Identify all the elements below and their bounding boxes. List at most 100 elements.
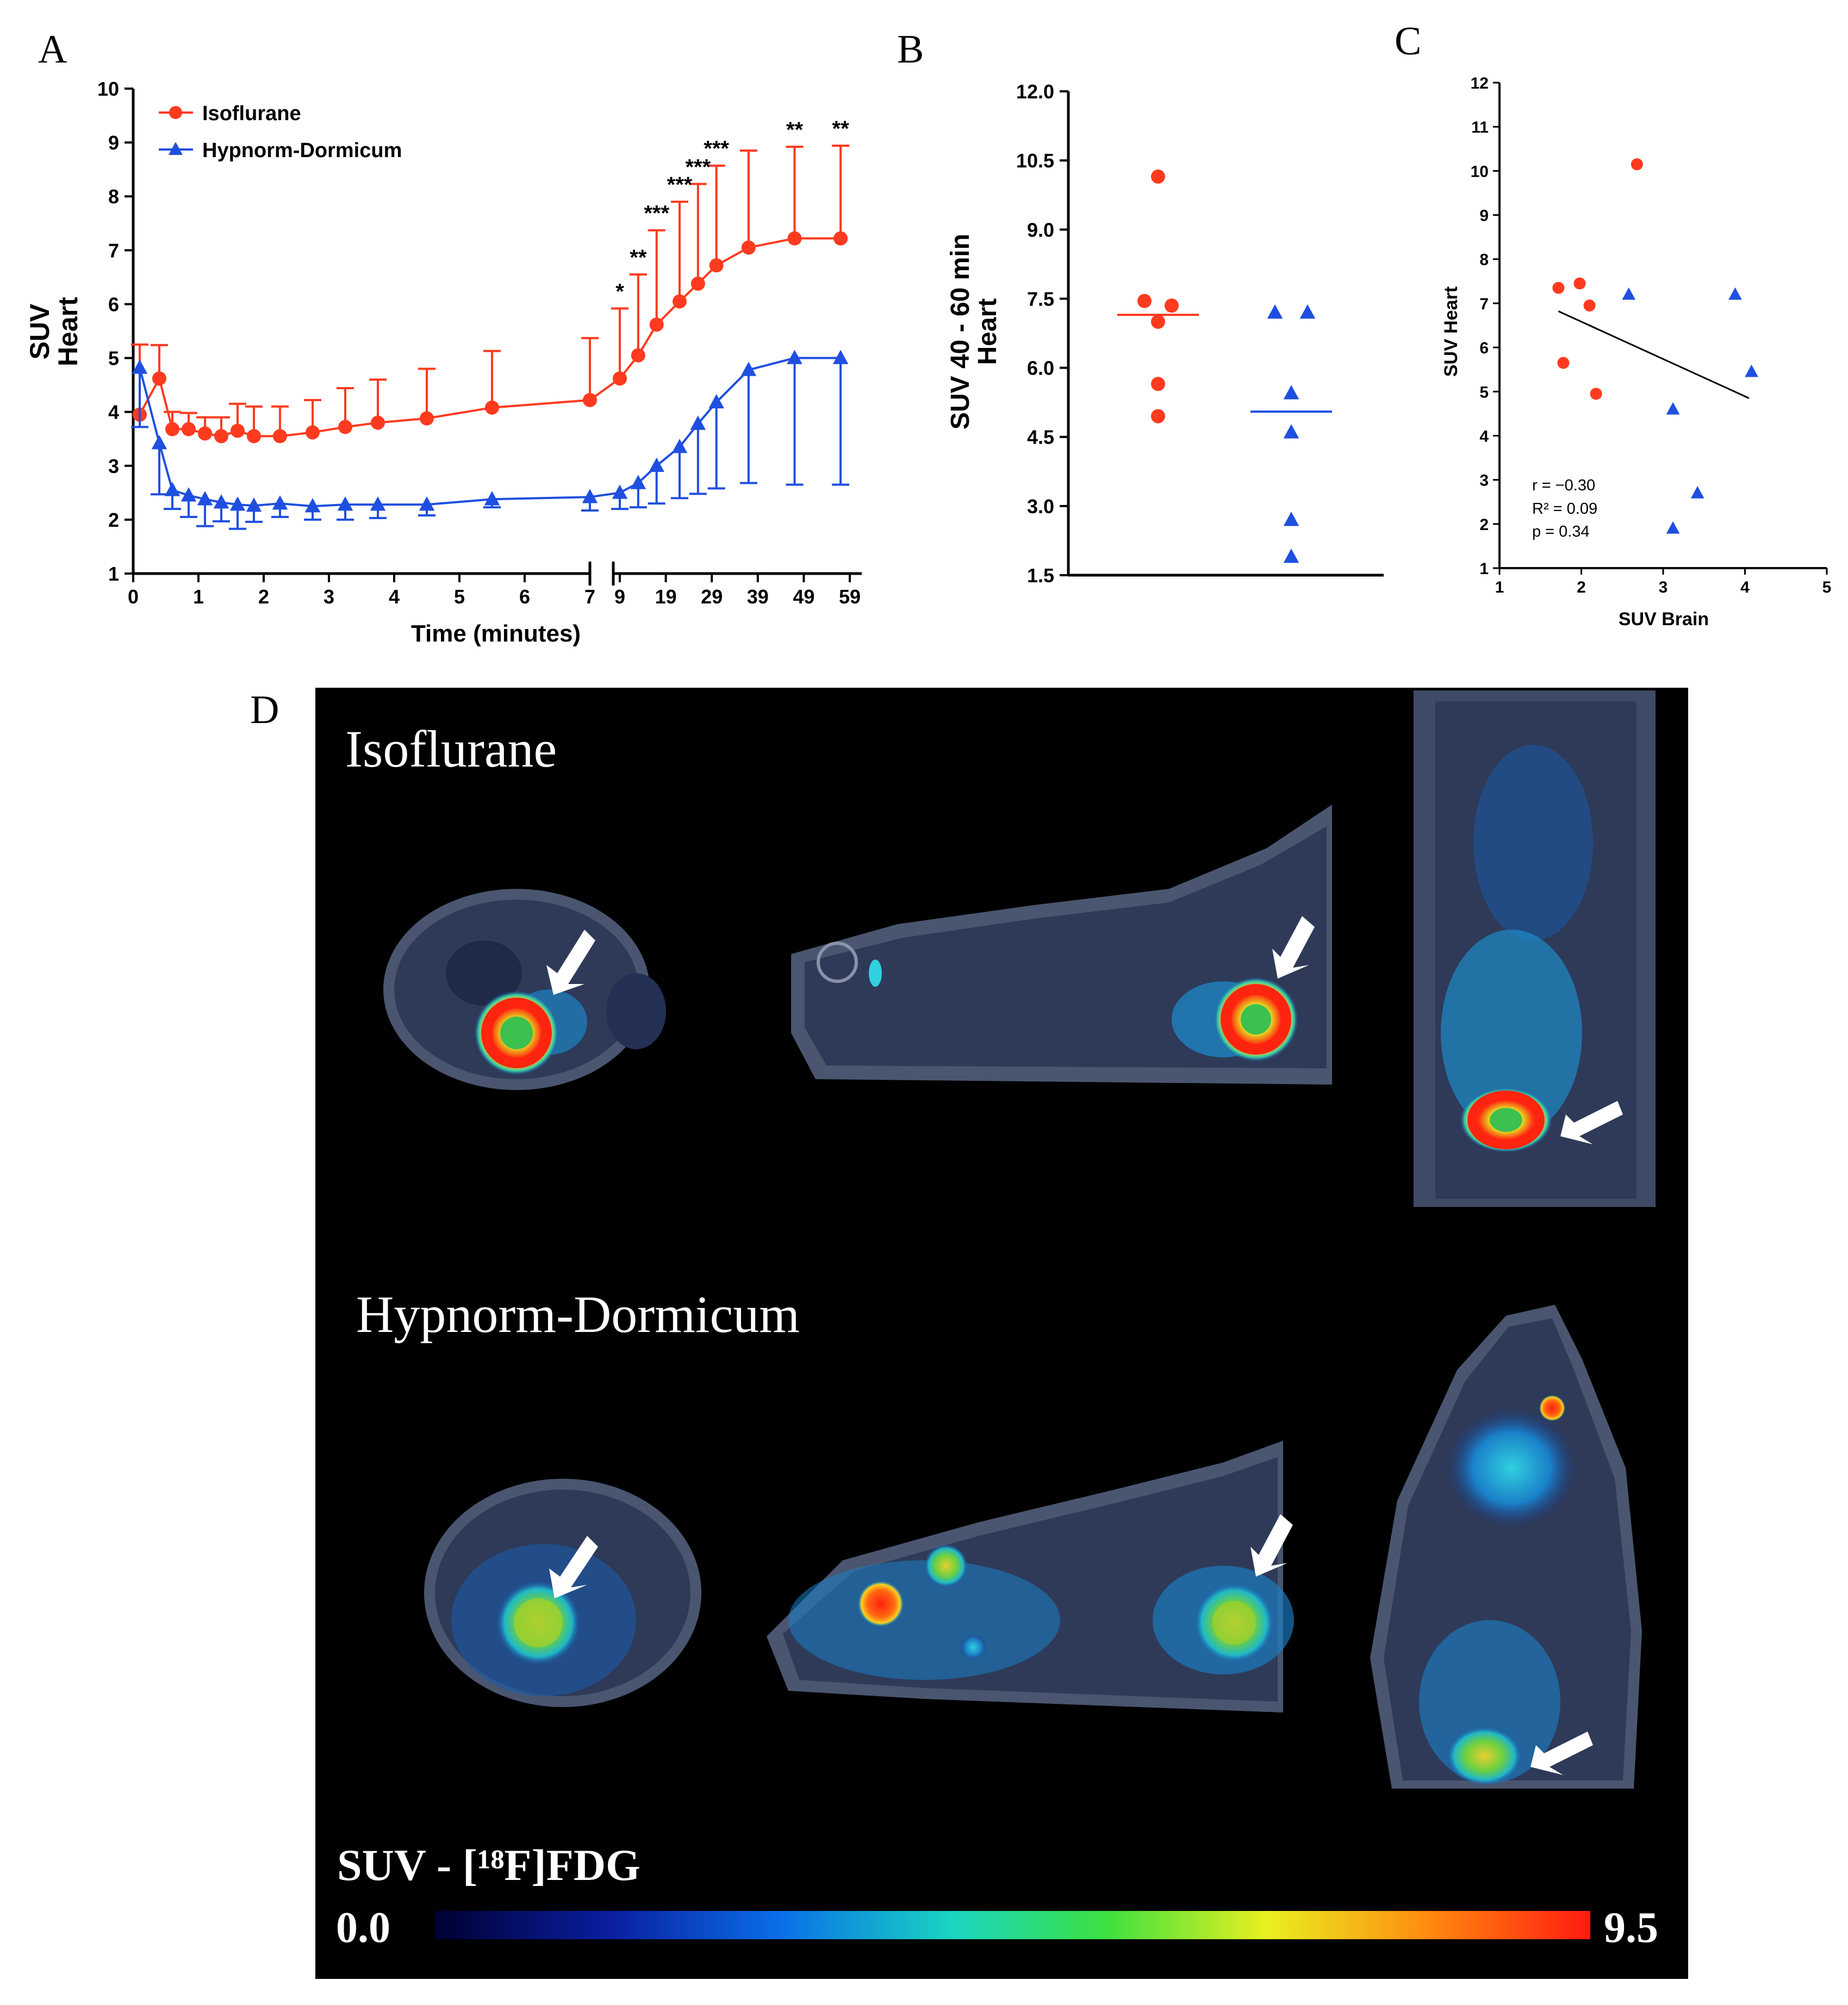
panel-b-scatter-chart: 1.5 3.0 4.5 6.0 7.5 9.0 10.5 12.0 SUV 40 - 60 m… — [946, 80, 1384, 587]
panel-b-point-isoflurane — [1151, 169, 1165, 184]
panel-a-x-tick-label: 29 — [701, 586, 723, 608]
hypnorm-axial-image — [424, 1479, 701, 1707]
panel-a-x-tick-label: 5 — [454, 586, 465, 608]
panel-c-point-hypnorm — [1666, 521, 1680, 534]
panel-c-point-hypnorm — [1728, 287, 1742, 300]
panel-a-y-tick-label: 7 — [108, 239, 119, 261]
panel-a-point-hypnorm — [832, 350, 849, 364]
panel-a-point-hypnorm — [151, 435, 167, 450]
arrow-icon — [1272, 916, 1315, 979]
panel-c-point-isoflurane — [1631, 158, 1643, 171]
panel-a-x-tick-label: 6 — [519, 586, 530, 608]
panel-a-point-isoflurane — [649, 317, 664, 332]
legend-label-isoflurane: Isoflurane — [202, 102, 301, 125]
panel-a-point-isoflurane — [741, 240, 756, 255]
panel-c-letter: C — [1395, 19, 1421, 64]
panel-a-point-hypnorm — [197, 491, 213, 506]
panel-c-point-isoflurane — [1573, 277, 1586, 290]
panel-a-y-tick-label: 1 — [108, 563, 119, 585]
panel-a-x-tick-label: 4 — [389, 586, 400, 608]
panel-a-y-tick-label: 2 — [108, 509, 119, 531]
panel-b-y-axis-title-line1: SUV 40 - 60 min — [946, 234, 975, 429]
isoflurane-sagittal-image — [791, 805, 1332, 1085]
panel-a-point-hypnorm — [370, 496, 386, 511]
panel-a-x-tick-label: 3 — [323, 586, 334, 608]
panel-c-y-axis-title: SUV Heart — [1441, 287, 1461, 377]
panel-c-x-tick-label: 5 — [1822, 578, 1832, 596]
panel-a-point-hypnorm — [582, 489, 598, 503]
panel-a-point-isoflurane — [273, 429, 287, 444]
panel-b-point-hypnorm — [1283, 424, 1299, 439]
row1-label: Isoflurane — [345, 720, 557, 778]
panel-c-point-hypnorm — [1745, 364, 1758, 377]
panel-a-point-isoflurane — [420, 411, 434, 426]
panel-a-point-isoflurane — [583, 393, 597, 407]
panel-a-significance-label: *** — [704, 137, 729, 161]
panel-c-point-isoflurane — [1557, 357, 1570, 369]
panel-c-point-isoflurane — [1552, 282, 1565, 294]
panel-a-x-tick-label: 49 — [793, 586, 814, 608]
panel-b-y-tick-label: 7.5 — [1027, 288, 1054, 310]
panel-a-point-isoflurane — [371, 415, 385, 430]
isoflurane-coronal-image — [1414, 690, 1656, 1207]
panel-c-x-tick-label: 1 — [1495, 578, 1504, 596]
panel-a-point-isoflurane — [631, 348, 645, 363]
panel-b-y-tick-label: 9.0 — [1027, 219, 1054, 241]
panel-b-y-axis-title-line2: Heart — [973, 298, 1002, 365]
panel-b-point-hypnorm — [1267, 304, 1283, 319]
panel-c-y-tick-label: 9 — [1479, 207, 1489, 225]
panel-a-y-axis-title-line1: SUV — [24, 303, 55, 359]
panel-a-y-tick-label: 8 — [108, 185, 119, 208]
panel-c-y-tick-label: 6 — [1479, 339, 1489, 357]
panel-c-y-tick-label: 7 — [1479, 295, 1489, 313]
panel-a-point-isoflurane — [833, 231, 848, 246]
panel-a-y-tick-label: 10 — [97, 78, 119, 100]
panel-b-axes: 1.5 3.0 4.5 6.0 7.5 9.0 10.5 12.0 — [1016, 80, 1384, 587]
panel-a-letter: A — [38, 27, 67, 72]
panel-a-series — [131, 145, 850, 530]
arrow-icon — [1530, 1732, 1593, 1775]
panel-a-x-tick-label: 0 — [128, 586, 139, 608]
panel-b-letter: B — [897, 27, 924, 72]
legend-marker-isoflurane — [169, 106, 182, 119]
isoflurane-axial-image — [383, 889, 666, 1090]
arrow-icon — [549, 1536, 598, 1598]
panel-a-significance-label: *** — [667, 173, 693, 197]
panel-a-point-isoflurane — [672, 294, 687, 309]
panel-a-point-isoflurane — [485, 400, 499, 415]
panel-a-y-tick-label: 6 — [108, 293, 119, 315]
hypnorm-sagittal-image — [767, 1441, 1294, 1713]
legend-marker-hypnorm — [169, 142, 183, 155]
panel-a-point-hypnorm — [419, 496, 435, 511]
panel-b-point-hypnorm — [1283, 385, 1299, 400]
panel-a-point-isoflurane — [613, 371, 627, 386]
panel-a-legend: Isoflurane Hypnorm-Dormicum — [159, 102, 402, 162]
panel-b-point-isoflurane — [1151, 377, 1165, 391]
panel-b-y-tick-label: 1.5 — [1027, 564, 1054, 587]
panel-a-point-hypnorm — [272, 495, 288, 510]
panel-a-significance-label: ** — [630, 246, 647, 270]
panel-b-point-isoflurane — [1151, 409, 1165, 424]
panel-a-point-hypnorm — [630, 475, 646, 489]
panel-a-point-hypnorm — [484, 491, 500, 506]
panel-c-y-tick-label: 8 — [1479, 251, 1489, 269]
panel-b-point-hypnorm — [1283, 549, 1299, 563]
panel-c-points — [1552, 158, 1758, 534]
colorbar-max-label: 9.5 — [1604, 1904, 1658, 1952]
panel-b-point-isoflurane — [1165, 298, 1179, 313]
panel-a-significance-label: * — [615, 279, 624, 303]
panel-a-point-hypnorm — [164, 482, 181, 496]
panel-a-point-isoflurane — [306, 425, 320, 440]
panel-a-point-isoflurane — [165, 422, 179, 437]
panel-c-y-tick-label: 12 — [1471, 74, 1489, 92]
panel-c-point-isoflurane — [1583, 299, 1596, 312]
panel-d-letter: D — [250, 688, 279, 732]
panel-c-y-tick-label: 3 — [1479, 472, 1489, 490]
panel-a-y-tick-label: 4 — [108, 401, 119, 424]
panel-c-y-tick-label: 1 — [1479, 560, 1489, 578]
panel-a-point-hypnorm — [671, 439, 688, 453]
panel-a-point-hypnorm — [213, 494, 229, 509]
panel-a-point-hypnorm — [229, 496, 246, 511]
